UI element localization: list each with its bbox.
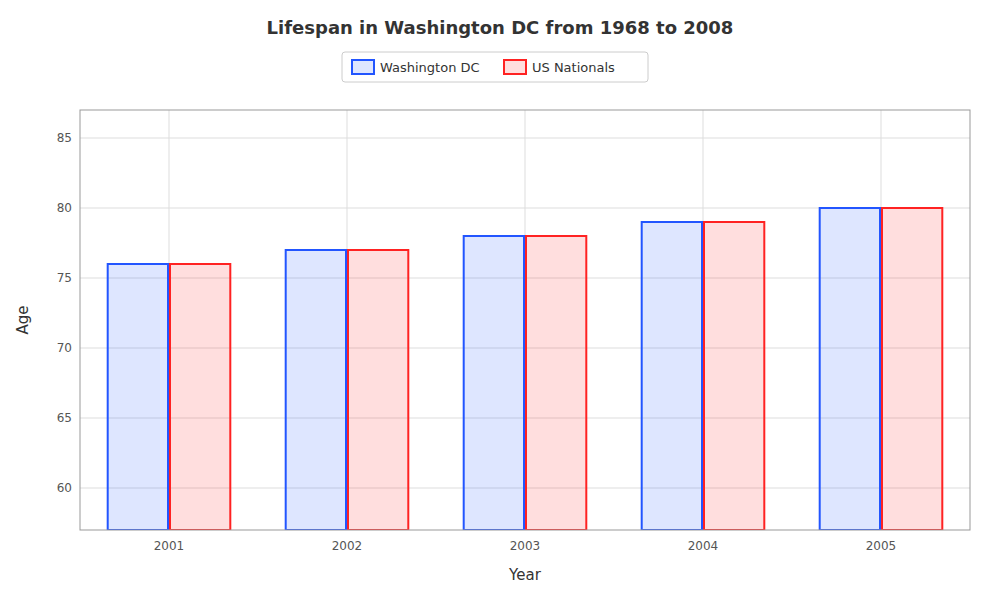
x-tick-label: 2005 bbox=[866, 539, 897, 553]
bar bbox=[642, 222, 702, 530]
legend-label: Washington DC bbox=[380, 60, 480, 75]
y-tick-label: 60 bbox=[57, 481, 72, 495]
legend-swatch bbox=[504, 60, 526, 74]
y-tick-label: 75 bbox=[57, 271, 72, 285]
legend-label: US Nationals bbox=[532, 60, 615, 75]
bar bbox=[170, 264, 230, 530]
legend: Washington DC US Nationals bbox=[342, 52, 648, 82]
y-tick-label: 80 bbox=[57, 201, 72, 215]
x-tick-label: 2004 bbox=[688, 539, 719, 553]
bar bbox=[286, 250, 346, 530]
x-tick-label: 2003 bbox=[510, 539, 541, 553]
bar bbox=[882, 208, 942, 530]
bars bbox=[108, 208, 943, 530]
y-axis-label: Age bbox=[14, 305, 32, 334]
x-tick-label: 2001 bbox=[154, 539, 185, 553]
legend-swatch bbox=[352, 60, 374, 74]
y-tick-label: 70 bbox=[57, 341, 72, 355]
chart: Lifespan in Washington DC from 1968 to 2… bbox=[0, 0, 1000, 600]
title: Lifespan in Washington DC from 1968 to 2… bbox=[267, 17, 734, 38]
y-tick-label: 65 bbox=[57, 411, 72, 425]
bar bbox=[820, 208, 880, 530]
bar bbox=[348, 250, 408, 530]
plot-frame bbox=[80, 110, 970, 530]
grid bbox=[80, 110, 970, 530]
bar bbox=[526, 236, 586, 530]
bar bbox=[464, 236, 524, 530]
x-axis-label: Year bbox=[508, 566, 542, 584]
y-tick-label: 85 bbox=[57, 131, 72, 145]
x-tick-label: 2002 bbox=[332, 539, 363, 553]
legend-frame bbox=[342, 52, 648, 82]
bar bbox=[704, 222, 764, 530]
bar bbox=[108, 264, 168, 530]
